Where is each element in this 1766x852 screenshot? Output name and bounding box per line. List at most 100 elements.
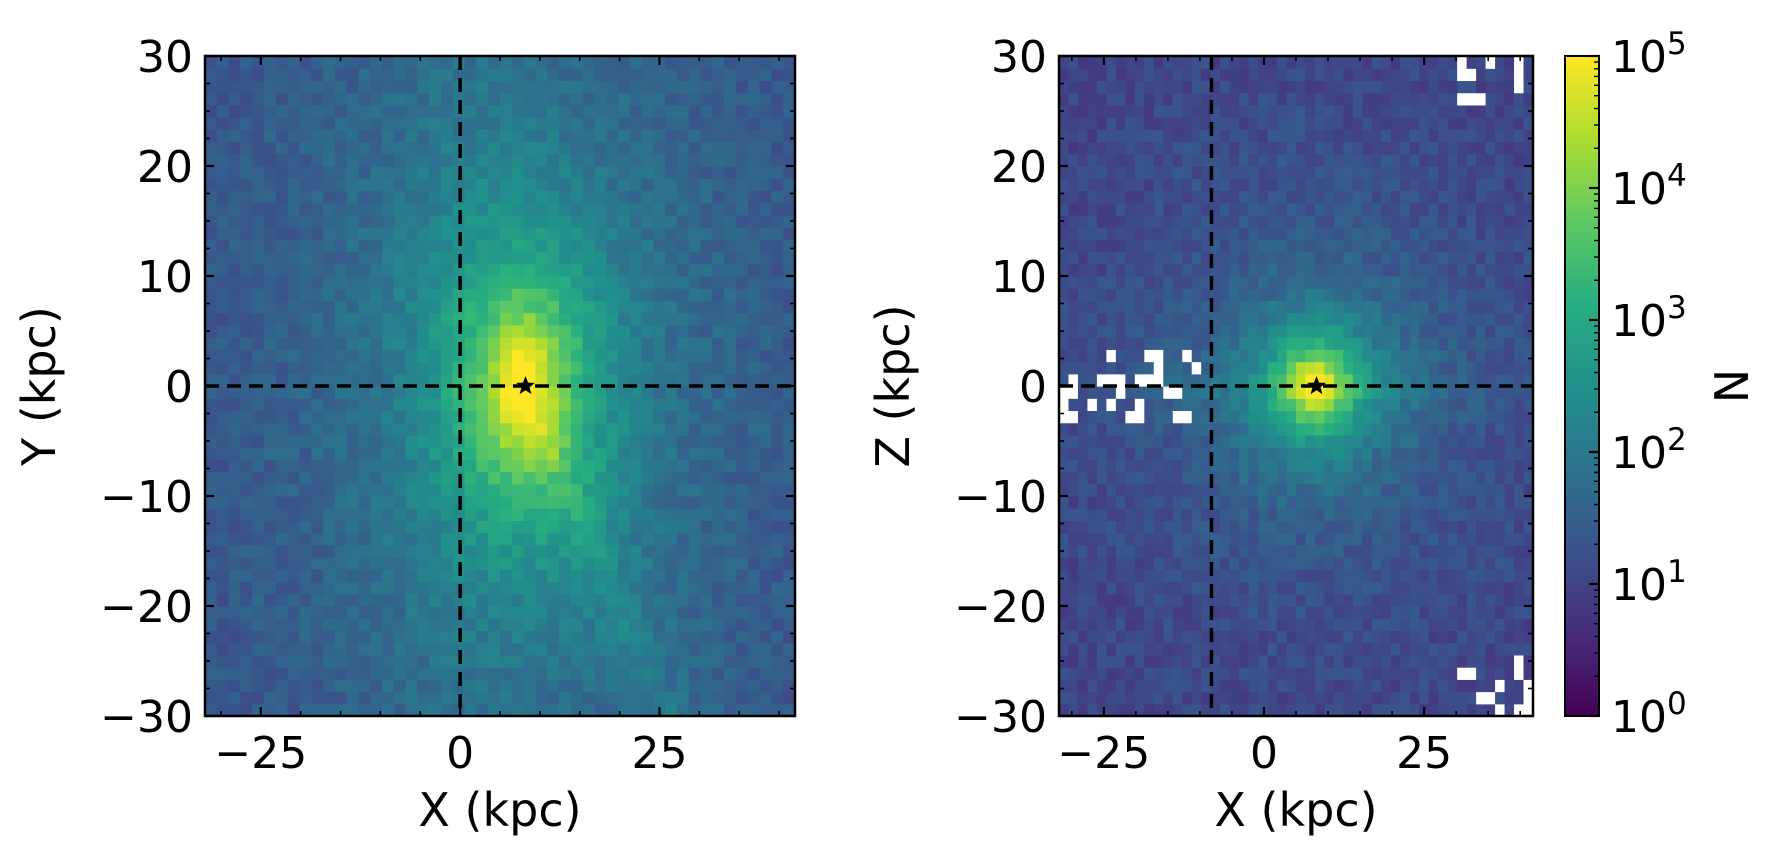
heatmap-cell — [736, 569, 749, 583]
heatmap-cell — [747, 153, 761, 167]
heatmap-cell — [488, 398, 501, 412]
heatmap-cell — [724, 544, 737, 558]
heatmap-cell — [606, 276, 619, 289]
heatmap-cell — [641, 459, 654, 473]
heatmap-cell — [771, 153, 784, 167]
heatmap-cell — [535, 606, 548, 619]
heatmap-cell — [1381, 459, 1392, 473]
heatmap-cell — [1419, 483, 1430, 497]
heatmap-cell — [1381, 703, 1392, 717]
heatmap-cell — [264, 68, 277, 82]
heatmap-cell — [1220, 410, 1231, 424]
heatmap-cell — [1077, 178, 1089, 192]
heatmap-cell — [228, 56, 241, 69]
heatmap-cell — [1201, 80, 1212, 94]
heatmap-cell — [464, 532, 477, 546]
heatmap-cell — [205, 520, 218, 534]
heatmap-cell — [358, 373, 371, 387]
heatmap-cell — [1419, 642, 1430, 656]
heatmap-cell — [299, 398, 312, 412]
heatmap-cell — [747, 434, 761, 448]
heatmap-cell — [535, 117, 548, 130]
heatmap-cell — [464, 300, 477, 314]
heatmap-cell — [1314, 80, 1326, 94]
heatmap-cell — [1286, 227, 1297, 240]
heatmap-cell — [747, 471, 761, 485]
heatmap-cell — [1333, 544, 1344, 558]
heatmap-cell — [393, 703, 407, 717]
heatmap-cell — [1419, 361, 1430, 375]
heatmap-cell — [653, 288, 666, 302]
heatmap-cell — [1106, 153, 1117, 167]
heatmap-cell — [1191, 92, 1202, 106]
heatmap-cell — [228, 190, 241, 204]
heatmap-cell — [323, 104, 336, 118]
heatmap-cell — [1333, 300, 1344, 314]
heatmap-cell — [1220, 349, 1231, 363]
heatmap-cell — [1296, 153, 1307, 167]
heatmap-cell — [1400, 349, 1411, 363]
heatmap-cell — [476, 288, 489, 302]
heatmap-cell — [1343, 361, 1354, 375]
heatmap-cell — [452, 422, 466, 436]
heatmap-cell — [264, 141, 277, 155]
heatmap-cell — [334, 324, 348, 338]
heatmap-cell — [1096, 398, 1107, 412]
heatmap-cell — [323, 483, 336, 497]
heatmap-cell — [700, 679, 713, 693]
heatmap-cell — [370, 422, 383, 436]
heatmap-cell — [1163, 520, 1174, 534]
heatmap-cell — [1220, 667, 1231, 680]
heatmap-cell — [1343, 569, 1354, 583]
heatmap-cell — [759, 557, 772, 570]
heatmap-cell — [1059, 312, 1070, 326]
heatmap-cell — [665, 532, 678, 546]
heatmap-cell — [252, 569, 265, 583]
heatmap-cell — [736, 471, 749, 485]
heatmap-cell — [1343, 593, 1354, 607]
heatmap-cell — [582, 214, 595, 228]
heatmap-cell — [1352, 410, 1363, 424]
heatmap-cell — [382, 434, 395, 448]
heatmap-cell — [1333, 141, 1344, 155]
heatmap-cell — [464, 153, 477, 167]
heatmap-cell — [1277, 532, 1288, 546]
heatmap-cell — [570, 92, 584, 106]
heatmap-cell — [1191, 239, 1202, 253]
heatmap-cell — [1258, 166, 1269, 179]
heatmap-cell — [1134, 606, 1145, 619]
heatmap-cell — [1134, 654, 1145, 668]
heatmap-cell — [334, 532, 348, 546]
heatmap-cell — [724, 312, 737, 326]
heatmap-cell — [1314, 153, 1326, 167]
heatmap-cell — [653, 239, 666, 253]
heatmap-cell — [700, 410, 713, 424]
heatmap-cell — [476, 544, 489, 558]
heatmap-cell — [476, 459, 489, 473]
heatmap-cell — [417, 251, 430, 265]
heatmap-cell — [1343, 447, 1354, 460]
x-tick-label: −25 — [214, 728, 307, 779]
heatmap-cell — [1115, 190, 1126, 204]
heatmap-cell — [1068, 667, 1079, 680]
heatmap-cell — [1134, 227, 1145, 240]
heatmap-cell — [1172, 276, 1183, 289]
heatmap-cell — [736, 630, 749, 644]
heatmap-cell — [618, 532, 631, 546]
heatmap-cell — [275, 337, 289, 350]
heatmap-cell — [264, 654, 277, 668]
heatmap-cell — [1296, 117, 1307, 130]
heatmap-cell — [665, 410, 678, 424]
heatmap-cell — [1267, 276, 1278, 289]
heatmap-cell — [712, 483, 725, 497]
heatmap-cell — [1125, 508, 1136, 522]
heatmap-cell — [382, 410, 395, 424]
heatmap-cell — [712, 153, 725, 167]
heatmap-cell — [618, 483, 631, 497]
heatmap-cell — [417, 593, 430, 607]
heatmap-cell — [216, 227, 230, 240]
heatmap-cell — [1182, 263, 1193, 277]
heatmap-cell — [547, 227, 560, 240]
heatmap-cell — [1201, 398, 1212, 412]
heatmap-cell — [1296, 544, 1307, 558]
